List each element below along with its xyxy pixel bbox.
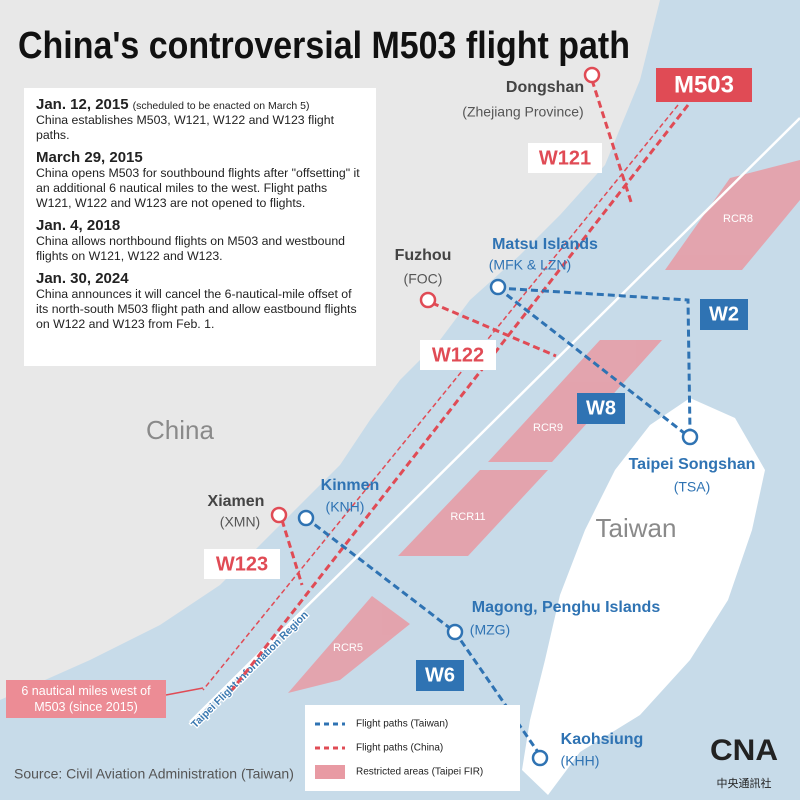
airport-code: (Zhejiang Province)	[462, 104, 583, 120]
timeline-text: China announces it will cancel the 6-nau…	[36, 287, 357, 331]
airport-name: Fuzhou	[395, 247, 452, 264]
route-badge	[204, 549, 280, 579]
route-labels: M503 W121 W122 W123 W2 W8 W6	[204, 68, 752, 691]
airport-dot	[297, 509, 315, 527]
route-w8	[497, 286, 689, 438]
note-pointer	[165, 687, 204, 696]
fir-boundary	[189, 117, 800, 723]
timeline-date: Jan. 30, 2024	[36, 270, 129, 287]
route-label: W8	[586, 397, 616, 419]
timeline-date-row: Jan. 12, 2015 (scheduled to be enacted on…	[36, 96, 364, 113]
airport-code: (FOC)	[404, 271, 443, 287]
legend-swatch	[315, 765, 345, 779]
source: Source: Civil Aviation Administration (T…	[14, 766, 294, 782]
restricted-label: RCR8	[723, 213, 753, 225]
timeline-text: China allows northbound flights on M503 …	[36, 234, 345, 263]
airport-name: Taipei Songshan	[629, 456, 756, 473]
airport-dot	[489, 278, 507, 296]
airport-labels: Dongshan (Zhejiang Province) Fuzhou (FOC…	[208, 79, 756, 768]
legend-entry: Flight paths (Taiwan)	[356, 719, 448, 730]
restricted-area	[488, 340, 662, 462]
timeline-date: Jan. 4, 2018	[36, 217, 121, 234]
restricted-area	[665, 160, 800, 270]
restricted-label: RCR5	[333, 642, 363, 654]
route-badge	[577, 393, 625, 424]
route-badge	[528, 143, 602, 173]
restricted-labels: RCR8 RCR9 RCR11 RCR5	[333, 213, 753, 654]
route-label: W6	[425, 664, 455, 686]
airport-code: (XMN)	[220, 514, 260, 530]
island-label: Taiwan	[596, 513, 677, 543]
logo-mark: CNA	[710, 734, 778, 767]
timeline-date: Jan. 12, 2015	[36, 96, 129, 113]
legend: Flight paths (Taiwan) Flight paths (Chin…	[356, 719, 483, 778]
airport-dot	[270, 506, 288, 524]
route-badge	[700, 299, 748, 330]
restricted-label: RCR9	[533, 422, 563, 434]
airport-code: (MZG)	[470, 622, 510, 638]
timeline-text: China establishes M503, W121, W122 and W…	[36, 113, 335, 142]
timeline: Jan. 12, 2015 (scheduled to be enacted on…	[24, 88, 376, 366]
timeline-text: China opens M503 for southbound flights …	[36, 166, 360, 210]
airport-name: Dongshan	[506, 79, 584, 96]
airport-code: (TSA)	[674, 479, 711, 495]
route-badge	[416, 660, 464, 691]
taiwan-land	[522, 398, 765, 795]
offset-note: 6 nautical miles west of M503 (since 201…	[6, 680, 166, 718]
route-m503	[230, 104, 690, 691]
region-label: China	[146, 415, 214, 445]
restricted-label: RCR11	[450, 511, 485, 523]
title: China's controversial M503 flight path	[18, 25, 630, 67]
restricted-areas	[288, 160, 800, 693]
route-badge	[656, 68, 752, 102]
route-m503-offset	[202, 104, 679, 691]
route-badge	[420, 340, 496, 370]
route-w123	[280, 519, 304, 586]
route-w2	[497, 286, 692, 433]
airport-dot	[531, 749, 549, 767]
route-label: W122	[432, 344, 484, 366]
airport-dot	[446, 623, 464, 641]
timeline-date: March 29, 2015	[36, 149, 143, 166]
airport-name: Magong, Penghu Islands	[472, 599, 661, 616]
airport-code: (MFK & LZN)	[489, 257, 571, 273]
airport-dot	[583, 66, 601, 84]
timeline-note: (scheduled to be enacted on March 5)	[132, 100, 310, 112]
route-label: W2	[709, 303, 739, 325]
airport-dot	[681, 428, 699, 446]
airports	[270, 66, 699, 767]
airport-code: (KNH)	[326, 499, 365, 515]
china-routes	[202, 79, 690, 691]
restricted-area	[398, 470, 548, 556]
airport-name: Kinmen	[321, 477, 380, 494]
logo-text: 中央通訊社	[717, 776, 772, 790]
airport-name: Matsu Islands	[492, 236, 598, 253]
fir-label: Taipei Flight Information Region	[189, 609, 311, 731]
legend-entry: Flight paths (China)	[356, 743, 443, 754]
route-label: M503	[674, 71, 734, 98]
route-w122	[431, 301, 557, 358]
route-label: W121	[539, 147, 591, 169]
airport-name: Kaohsiung	[561, 731, 644, 748]
airport-name: Xiamen	[208, 493, 265, 510]
route-label: W123	[216, 553, 268, 575]
legend-entry: Restricted areas (Taipei FIR)	[356, 767, 483, 778]
airport-code: (KHH)	[561, 753, 600, 769]
airport-dot	[419, 291, 437, 309]
restricted-area	[288, 596, 410, 693]
